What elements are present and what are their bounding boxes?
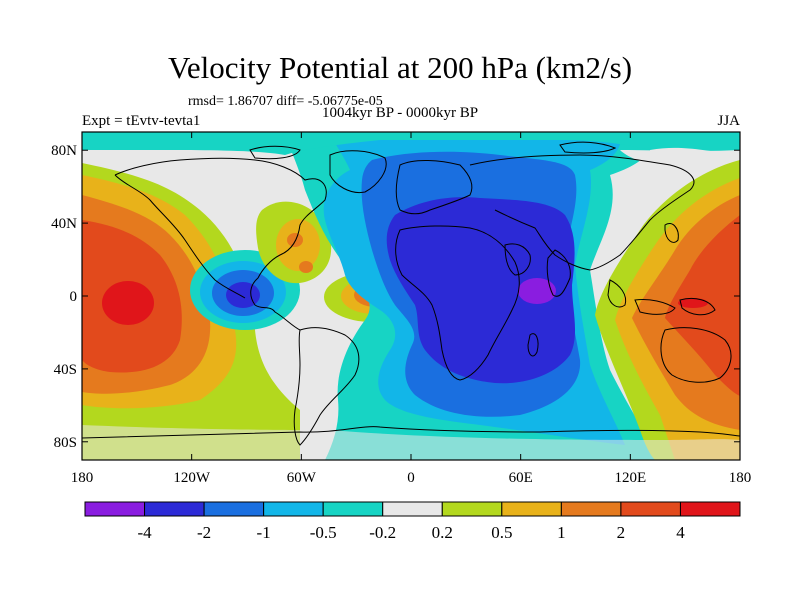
colorbar-label: -0.2 [369,523,396,542]
colorbar-swatch [680,502,740,516]
x-tick-label: 180 [729,470,752,486]
y-tick-label: 0 [70,289,78,305]
colorbar-swatch [323,502,383,516]
colorbar-label: 0.5 [491,523,512,542]
x-tick-label: 180 [71,470,94,486]
colorbar-swatch [85,502,145,516]
contour-level [518,278,556,304]
contour-level [287,233,303,247]
contour-field [82,132,740,460]
colorbar-label: -4 [137,523,152,542]
colorbar-label: -0.5 [310,523,337,542]
y-tick-label: 80S [54,435,77,451]
y-tick-label: 40N [51,216,77,232]
colorbar-label: -1 [257,523,271,542]
colorbar-swatch [145,502,205,516]
colorbar-swatch [621,502,681,516]
x-tick-label: 60W [287,470,317,486]
y-tick-label: 40S [54,362,77,378]
colorbar-swatch [561,502,621,516]
x-tick-label: 0 [407,470,415,486]
x-tick-label: 120W [173,470,211,486]
colorbar-swatch [442,502,502,516]
colorbar-swatch [502,502,562,516]
x-tick-label: 120E [614,470,646,486]
colorbar-label: -2 [197,523,211,542]
colorbar-label: 2 [617,523,626,542]
colorbar: -4 -2 -1 -0.5 -0.2 0.2 0.5 1 2 4 [85,502,740,542]
y-tick-label: 80N [51,143,77,159]
contour-level [102,281,154,325]
colorbar-label: 0.2 [432,523,453,542]
colorbar-swatch [383,502,443,516]
colorbar-swatch [264,502,324,516]
colorbar-label: 1 [557,523,566,542]
contour-level [299,261,313,273]
colorbar-swatch [204,502,264,516]
colorbar-label: 4 [676,523,685,542]
x-tick-label: 60E [509,470,533,486]
